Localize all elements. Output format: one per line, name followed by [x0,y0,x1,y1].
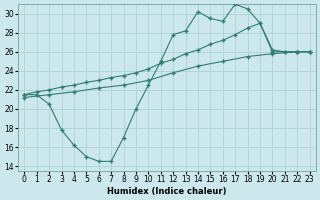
X-axis label: Humidex (Indice chaleur): Humidex (Indice chaleur) [107,187,227,196]
